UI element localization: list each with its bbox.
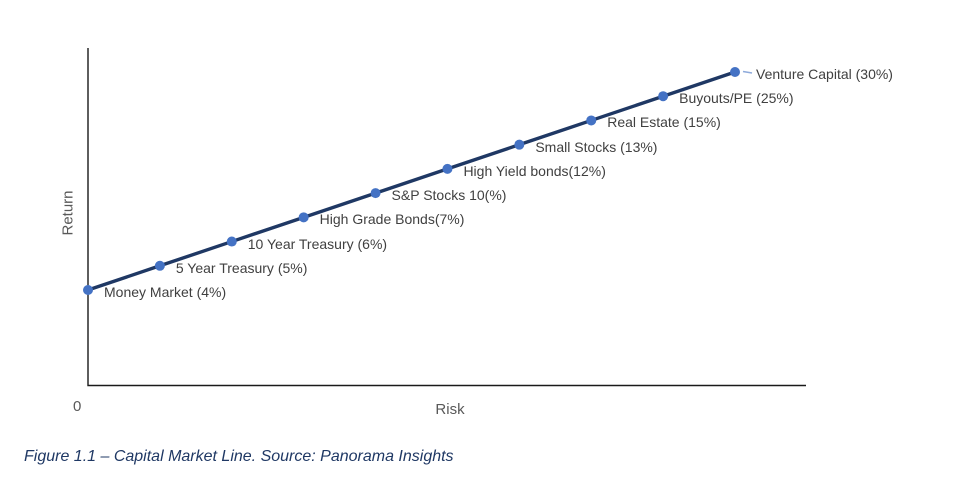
data-point-label: S&P Stocks 10(%): [391, 187, 507, 204]
data-point-marker: [514, 139, 525, 150]
capital-market-line: [86, 70, 737, 292]
data-point-label: Real Estate (15%): [607, 114, 721, 131]
data-point-marker: [226, 236, 237, 247]
data-point-label: 5 Year Treasury (5%): [175, 259, 308, 276]
data-point-label: Venture Capital (30%): [756, 66, 893, 82]
label-leader-line: [742, 70, 753, 74]
data-point-label: Money Market (4%): [104, 284, 227, 300]
data-point-marker: [298, 212, 309, 223]
data-point-label: High Yield bonds(12%): [463, 162, 606, 179]
data-point-marker: [370, 188, 381, 199]
data-point-marker: [658, 91, 669, 102]
data-point-label: Buyouts/PE (25%): [679, 90, 794, 107]
data-point-marker: [730, 67, 740, 77]
figure-caption: Figure 1.1 – Capital Market Line. Source…: [24, 448, 454, 465]
data-point-marker: [442, 163, 453, 174]
x-axis-origin-tick-label: 0: [73, 398, 82, 415]
data-point-label: High Grade Bonds(7%): [319, 211, 465, 228]
data-point-marker: [586, 115, 597, 126]
axes-lines: [87, 48, 806, 387]
data-point-marker: [83, 285, 93, 295]
data-point-label: Small Stocks (13%): [535, 138, 658, 155]
data-point-marker: [154, 260, 165, 271]
data-point-label: 10 Year Treasury (6%): [247, 235, 388, 252]
capital-market-line-chart: [83, 48, 806, 387]
y-axis-title: Return: [59, 190, 77, 236]
x-axis-title: Risk: [435, 401, 465, 418]
